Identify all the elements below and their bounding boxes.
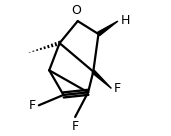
- Polygon shape: [97, 21, 118, 36]
- Text: H: H: [121, 14, 130, 27]
- Text: O: O: [71, 4, 81, 17]
- Polygon shape: [92, 70, 111, 88]
- Text: F: F: [114, 82, 121, 95]
- Text: F: F: [29, 99, 36, 112]
- Text: F: F: [72, 120, 79, 133]
